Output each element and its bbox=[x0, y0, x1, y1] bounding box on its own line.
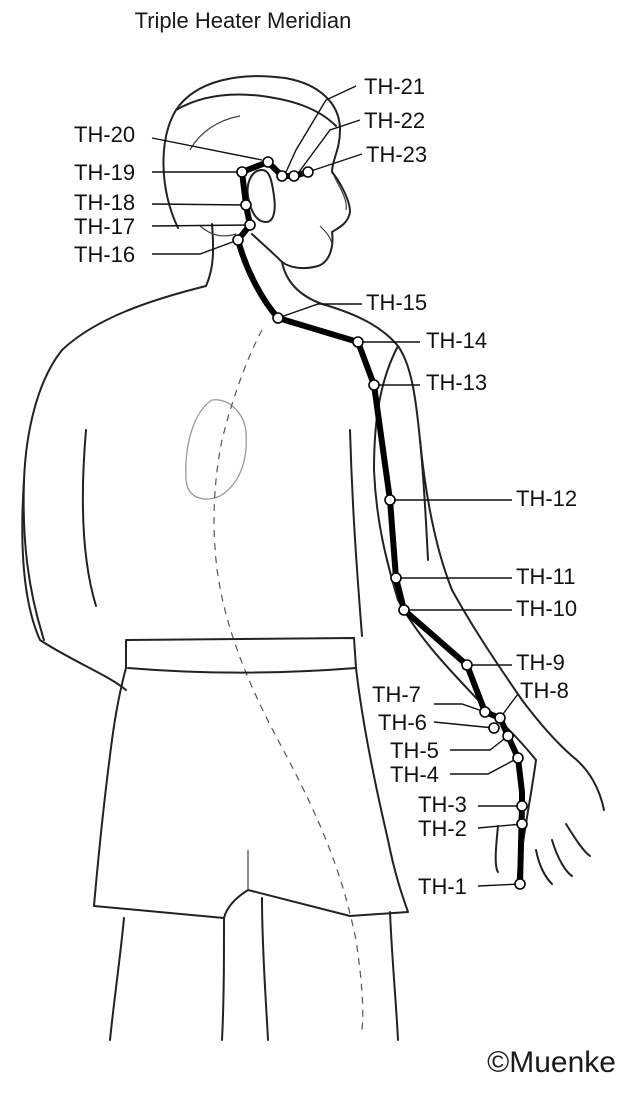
diagram-title: Triple Heater Meridian bbox=[134, 8, 352, 33]
label-th-18: TH-18 bbox=[74, 190, 135, 215]
point-labels: TH-21 TH-22 TH-23 TH-20 TH-19 TH-18 TH-1… bbox=[74, 74, 577, 899]
point-th-8 bbox=[494, 712, 506, 724]
label-th-13: TH-13 bbox=[426, 370, 487, 395]
body-outline bbox=[21, 75, 605, 1041]
label-th-8: TH-8 bbox=[520, 678, 569, 703]
point-th-9 bbox=[461, 659, 473, 671]
label-th-3: TH-3 bbox=[418, 792, 467, 817]
point-th-2 bbox=[516, 818, 528, 830]
point-th-14 bbox=[352, 336, 364, 348]
ear-outline bbox=[246, 169, 276, 223]
label-th-23: TH-23 bbox=[366, 142, 427, 167]
spine-line bbox=[213, 329, 364, 1031]
head-outline bbox=[162, 75, 351, 270]
point-th-21 bbox=[276, 170, 288, 182]
point-th-15 bbox=[272, 312, 284, 324]
label-th-4: TH-4 bbox=[390, 762, 439, 787]
point-th-7 bbox=[479, 706, 491, 718]
shorts-outline bbox=[93, 637, 409, 919]
point-th-20 bbox=[262, 156, 274, 168]
left-arm-outline bbox=[21, 479, 127, 691]
point-th-13 bbox=[368, 379, 380, 391]
label-th-12: TH-12 bbox=[516, 486, 577, 511]
label-th-19: TH-19 bbox=[74, 160, 135, 185]
acupoints bbox=[232, 156, 528, 890]
hair-outline bbox=[175, 93, 337, 127]
point-th-11 bbox=[390, 572, 402, 584]
torso-outline bbox=[22, 285, 207, 641]
label-th-5: TH-5 bbox=[390, 738, 439, 763]
point-th-12 bbox=[384, 494, 396, 506]
legs-outline bbox=[109, 897, 399, 1041]
copyright-credit: ©Muenke bbox=[487, 1046, 616, 1079]
point-th-22 bbox=[288, 170, 300, 182]
point-th-18 bbox=[240, 199, 252, 211]
label-th-2: TH-2 bbox=[418, 816, 467, 841]
label-th-16: TH-16 bbox=[74, 242, 135, 267]
point-th-3 bbox=[516, 800, 528, 812]
label-th-7: TH-7 bbox=[372, 682, 421, 707]
point-th-23 bbox=[302, 166, 314, 178]
label-th-17: TH-17 bbox=[74, 214, 135, 239]
point-th-10 bbox=[398, 604, 410, 616]
label-th-21: TH-21 bbox=[364, 74, 425, 99]
neck-outline bbox=[205, 223, 215, 287]
label-th-10: TH-10 bbox=[516, 596, 577, 621]
label-th-1: TH-1 bbox=[418, 874, 467, 899]
point-th-4 bbox=[512, 752, 524, 764]
label-th-11: TH-11 bbox=[516, 564, 576, 589]
point-th-16 bbox=[232, 234, 244, 246]
point-th-6 bbox=[488, 722, 500, 734]
label-th-6: TH-6 bbox=[378, 710, 427, 735]
label-th-22: TH-22 bbox=[364, 108, 425, 133]
label-th-14: TH-14 bbox=[426, 328, 487, 353]
label-th-15: TH-15 bbox=[366, 290, 427, 315]
label-th-9: TH-9 bbox=[516, 650, 565, 675]
point-th-5 bbox=[502, 730, 514, 742]
point-th-17 bbox=[244, 219, 256, 231]
point-th-1 bbox=[514, 878, 526, 890]
point-th-19 bbox=[236, 166, 248, 178]
label-th-20: TH-20 bbox=[74, 122, 135, 147]
scapula-outline bbox=[185, 399, 247, 500]
leader-lines bbox=[151, 85, 523, 887]
